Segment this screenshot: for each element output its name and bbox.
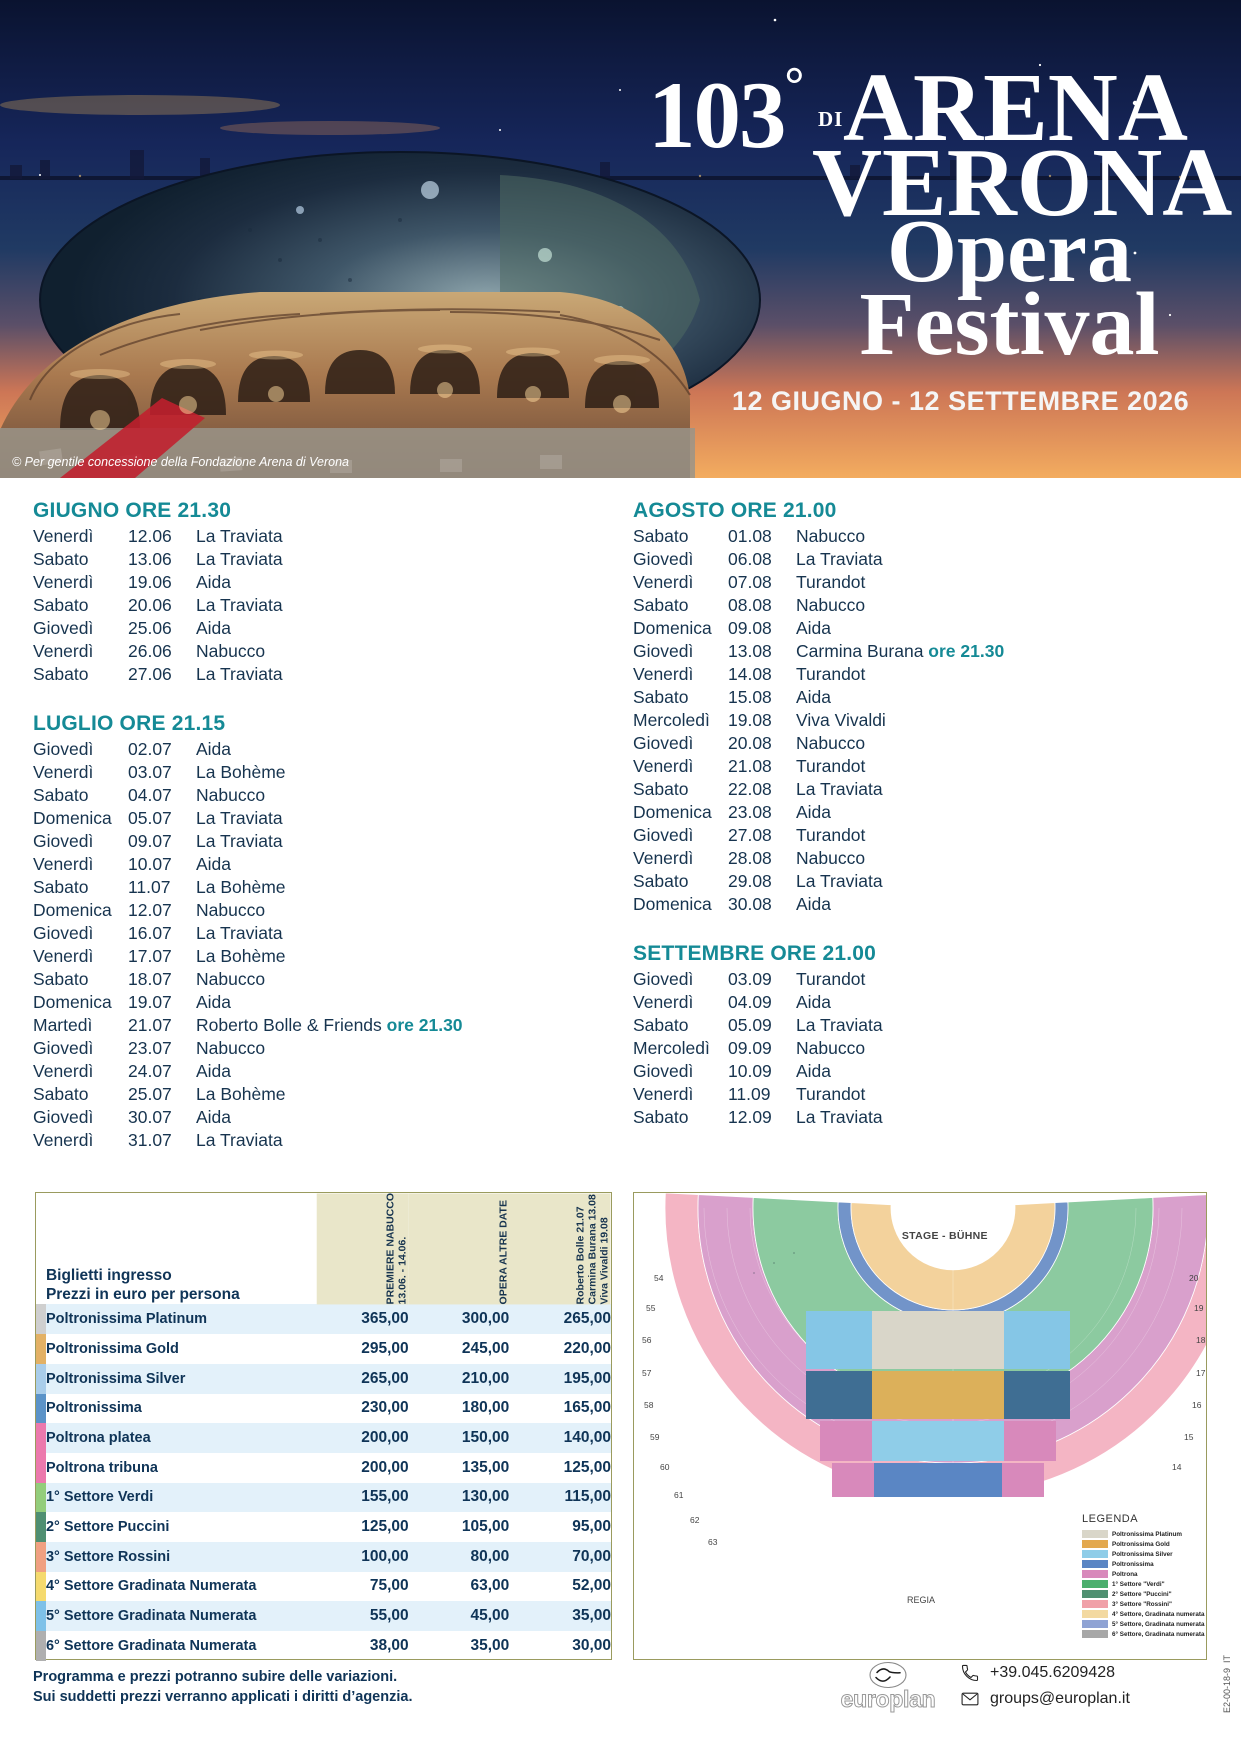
svg-text:59: 59 <box>650 1432 660 1442</box>
svg-text:63: 63 <box>708 1537 718 1547</box>
svg-text:18: 18 <box>1196 1335 1206 1345</box>
svg-text:REGIA: REGIA <box>907 1595 935 1605</box>
svg-text:56: 56 <box>642 1335 652 1345</box>
svg-text:europlan: europlan <box>841 1686 936 1712</box>
svg-text:15: 15 <box>1184 1432 1194 1442</box>
svg-text:57: 57 <box>642 1368 652 1378</box>
svg-text:16: 16 <box>1192 1400 1202 1410</box>
svg-text:55: 55 <box>646 1303 656 1313</box>
svg-text:54: 54 <box>654 1273 664 1283</box>
svg-text:17: 17 <box>1196 1368 1206 1378</box>
svg-text:19: 19 <box>1194 1303 1204 1313</box>
svg-text:60: 60 <box>660 1462 670 1472</box>
svg-text:14: 14 <box>1172 1462 1182 1472</box>
svg-text:58: 58 <box>644 1400 654 1410</box>
svg-text:62: 62 <box>690 1515 700 1525</box>
svg-text:20: 20 <box>1189 1273 1199 1283</box>
svg-text:61: 61 <box>674 1490 684 1500</box>
